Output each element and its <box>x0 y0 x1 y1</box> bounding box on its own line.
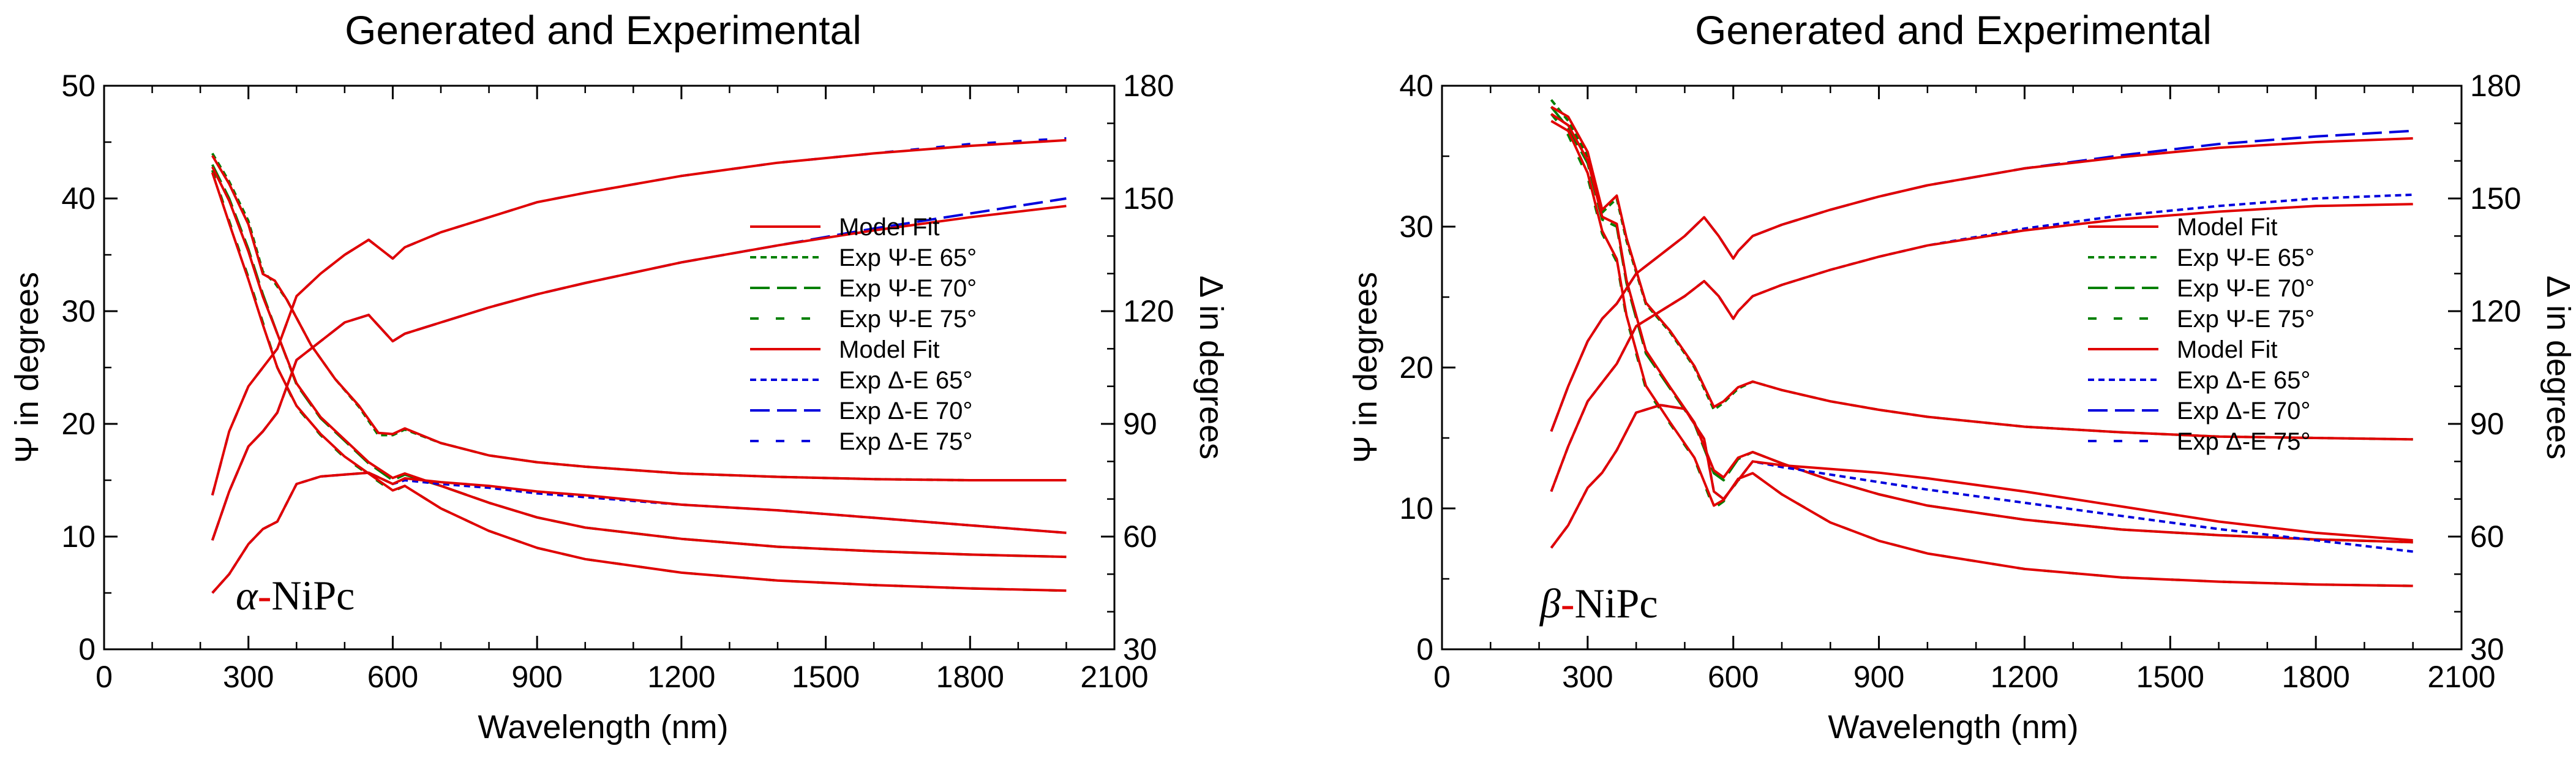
y-axis-label: Ψ in degrees <box>1347 272 1384 463</box>
series-line <box>1550 404 2413 549</box>
legend: Model Fit Exp Ψ-E 65° Exp Ψ-E 70° Exp Ψ-E 7… <box>750 214 977 455</box>
sample-label-dash: - <box>258 572 272 619</box>
y-right-tick-label: 120 <box>2470 294 2521 328</box>
y-right-tick-label: 180 <box>1123 69 1174 103</box>
legend-label: Exp Ψ-E 75° <box>839 306 977 333</box>
chart-title: Generated and Experimental <box>345 7 862 53</box>
x-tick-label: 900 <box>511 660 562 694</box>
x-tick-label: 2100 <box>2427 660 2495 694</box>
x-axis: 0 300 600 900 1200 1500 1800 2100 <box>96 86 1149 694</box>
series-line <box>1550 113 2413 587</box>
legend-label: Exp Ψ-E 65° <box>839 244 977 271</box>
x-tick-label: 2100 <box>1080 660 1148 694</box>
y-tick-label: 0 <box>78 632 96 666</box>
x-tick-label: 1500 <box>792 660 860 694</box>
y-right-tick-label: 30 <box>1123 632 1157 666</box>
y-right-tick-label: 120 <box>1123 294 1174 328</box>
legend-label: Exp Δ-E 65° <box>2177 367 2310 394</box>
y-right-tick-label: 180 <box>2470 69 2521 103</box>
y-tick-label: 10 <box>1399 491 1433 526</box>
y-right-tick-label: 30 <box>2470 632 2504 666</box>
x-tick-label: 1500 <box>2136 660 2204 694</box>
series-line <box>211 166 1067 559</box>
y-right-tick-label: 90 <box>2470 407 2504 441</box>
y-axis-left: 0 10 20 30 40 <box>1399 69 1455 666</box>
legend-label: Exp Ψ-E 65° <box>2177 244 2315 271</box>
sample-label-dash: - <box>1561 580 1575 627</box>
y-axis-right: 30 60 90 120 150 180 <box>2448 69 2521 666</box>
x-axis-label: Wavelength (nm) <box>478 709 728 745</box>
series-line <box>211 205 1067 541</box>
x-tick-label: 600 <box>1708 660 1759 694</box>
y-right-tick-label: 60 <box>2470 519 2504 554</box>
x-tick-label: 300 <box>1562 660 1613 694</box>
chart-panel-alpha: Generated and Experimental 0 300 600 900 120… <box>9 7 1230 745</box>
sample-label: α-NiPc <box>236 572 355 619</box>
y-axis-right: 30 60 90 120 150 180 <box>1101 69 1174 666</box>
legend-label: Exp Ψ-E 70° <box>839 275 977 302</box>
legend-label: Exp Δ-E 65° <box>839 367 972 394</box>
series-line <box>1550 137 2413 432</box>
y-tick-label: 20 <box>61 407 96 441</box>
series-line <box>1550 113 2413 544</box>
y-axis-label: Ψ in degrees <box>9 272 45 463</box>
series-line <box>1550 105 2413 441</box>
sample-label-greek: α <box>236 572 258 619</box>
legend-label: Exp Ψ-E 75° <box>2177 306 2315 333</box>
chart-title: Generated and Experimental <box>1695 7 2212 53</box>
y-axis-right-label: Δ in degrees <box>2540 276 2576 459</box>
y-axis-right-label: Δ in degrees <box>1193 276 1230 459</box>
legend-label: Exp Δ-E 75° <box>839 428 972 455</box>
y-tick-label: 20 <box>1399 350 1433 385</box>
y-right-tick-label: 150 <box>2470 181 2521 216</box>
legend-label: Model Fit <box>839 214 940 241</box>
x-tick-label: 0 <box>96 660 113 694</box>
x-axis: 0 300 600 900 1200 1500 1800 2100 <box>1433 86 2496 694</box>
x-tick-label: 1800 <box>2282 660 2350 694</box>
series-line <box>211 155 1067 481</box>
x-tick-label: 300 <box>223 660 274 694</box>
x-tick-label: 1200 <box>647 660 715 694</box>
legend-label: Model Fit <box>839 336 940 363</box>
series-line <box>1550 203 2413 492</box>
y-right-tick-label: 90 <box>1123 407 1157 441</box>
x-tick-label: 900 <box>1853 660 1904 694</box>
sample-label-name: NiPc <box>1575 580 1658 627</box>
x-axis-label: Wavelength (nm) <box>1828 709 2078 745</box>
y-tick-label: 30 <box>61 294 96 328</box>
y-axis-left: 0 10 20 30 40 50 <box>61 69 118 666</box>
sample-label: β-NiPc <box>1539 580 1658 627</box>
legend-label: Model Fit <box>2177 336 2278 363</box>
y-tick-label: 0 <box>1416 632 1433 666</box>
y-tick-label: 50 <box>61 69 96 103</box>
y-right-tick-label: 150 <box>1123 181 1174 216</box>
legend-label: Exp Ψ-E 70° <box>2177 275 2315 302</box>
series-line <box>1550 119 2413 587</box>
series-layer <box>1550 99 2413 587</box>
series-line <box>211 138 1067 496</box>
legend-label: Exp Δ-E 75° <box>2177 428 2310 455</box>
x-tick-label: 0 <box>1433 660 1451 694</box>
legend-label: Exp Δ-E 70° <box>2177 398 2310 424</box>
series-layer <box>211 137 1067 594</box>
legend-label: Exp Δ-E 70° <box>839 398 972 424</box>
x-tick-label: 600 <box>367 660 418 694</box>
y-tick-label: 30 <box>1399 209 1433 244</box>
y-tick-label: 40 <box>1399 69 1433 103</box>
sample-label-name: NiPc <box>271 572 355 619</box>
x-tick-label: 1200 <box>1991 660 2059 694</box>
x-tick-label: 1800 <box>936 660 1004 694</box>
y-tick-label: 10 <box>61 519 96 554</box>
series-line <box>211 172 1067 592</box>
legend: Model Fit Exp Ψ-E 65° Exp Ψ-E 70° Exp Ψ-E 7… <box>2088 214 2315 455</box>
y-tick-label: 40 <box>61 181 96 216</box>
sample-label-greek: β <box>1539 580 1561 627</box>
series-line <box>211 471 1067 594</box>
chart-panel-beta: Generated and Experimental 0 300 600 900 120… <box>1347 7 2576 745</box>
legend-label: Model Fit <box>2177 214 2278 241</box>
y-right-tick-label: 60 <box>1123 519 1157 554</box>
